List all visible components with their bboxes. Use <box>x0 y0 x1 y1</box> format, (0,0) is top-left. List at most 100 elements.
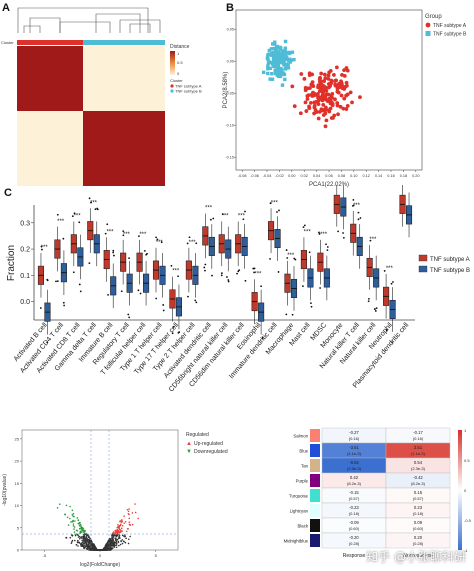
outlier <box>40 245 43 248</box>
y-tick-label: 0.3 <box>20 220 30 227</box>
y-tick-label: 0.00 <box>227 60 234 64</box>
pca-point-a <box>319 87 324 92</box>
pca-point-b <box>272 63 277 67</box>
outlier <box>221 213 224 216</box>
outlier <box>303 224 306 227</box>
outlier <box>204 269 206 272</box>
volcano-point <box>126 508 129 511</box>
volcano-point <box>127 512 130 515</box>
y-tick-label: -0.10 <box>225 124 234 128</box>
outlier <box>242 218 245 221</box>
volcano-point <box>78 542 81 544</box>
volcano-point <box>119 543 122 546</box>
volcano-point <box>103 549 105 551</box>
column-label: Response <box>343 553 366 559</box>
volcano-point <box>89 537 91 540</box>
pca-point-b <box>279 59 284 64</box>
outlier <box>195 242 198 245</box>
volcano-point <box>114 531 117 533</box>
pca-point-b <box>273 68 277 73</box>
pca-point-b <box>283 39 288 44</box>
panel-d: 25 20 15 10 5 0 -5 0 5 log2(FoldChange) -log10(… <box>0 418 274 571</box>
cell-value: -0.15 <box>349 490 359 495</box>
pca-point-a <box>327 96 332 101</box>
outlier <box>236 272 238 275</box>
volcano-point <box>114 534 117 537</box>
outlier <box>137 289 140 292</box>
volcano-point <box>111 538 114 541</box>
outlier <box>318 233 321 235</box>
significance-label: *** <box>139 232 147 238</box>
volcano-point <box>105 548 107 550</box>
module-label: Lightcyan <box>290 509 309 514</box>
outlier <box>156 238 159 241</box>
outlier <box>253 267 256 270</box>
outlier <box>211 274 213 277</box>
outlier <box>302 285 304 288</box>
volcano-point <box>111 536 113 538</box>
volcano-point <box>72 523 75 525</box>
outlier <box>220 272 223 275</box>
volcano-point <box>86 545 89 547</box>
volcano-point <box>92 543 95 546</box>
color-legend-bar <box>458 430 462 550</box>
pca-point-b <box>267 53 271 57</box>
cell-value: -0.23 <box>349 505 359 510</box>
pca-point-a <box>317 96 322 101</box>
pca-point-b <box>276 66 280 71</box>
outlier <box>319 287 321 289</box>
panel-a-heatmap: Cluster Distance 1 0.5 0 Cluster TNF sub… <box>1 7 202 186</box>
outlier <box>160 241 163 244</box>
plot-frame <box>235 9 423 171</box>
volcano-point <box>80 544 83 547</box>
volcano-point <box>117 541 120 544</box>
pca-point-b <box>268 66 272 70</box>
volcano-point <box>121 524 124 527</box>
volcano-point <box>111 534 113 536</box>
pca-point-b <box>273 71 278 76</box>
volcano-point <box>88 540 90 542</box>
pca-point-b <box>266 64 270 68</box>
volcano-point <box>73 531 76 533</box>
pca-point-a <box>319 84 324 89</box>
outlier <box>286 257 289 259</box>
outlier <box>186 242 189 245</box>
outlier <box>128 257 130 260</box>
module-label: Purple <box>296 479 309 484</box>
volcano-point <box>65 536 67 539</box>
outlier <box>112 254 115 257</box>
outlier <box>127 313 130 316</box>
x-tick-label: 0.12 <box>363 174 370 178</box>
volcano-point <box>114 529 117 532</box>
volcano-point <box>101 549 103 551</box>
outlier <box>204 263 207 266</box>
outlier <box>244 210 246 213</box>
outlier <box>90 201 92 204</box>
outlier <box>269 202 272 204</box>
volcano-point <box>128 521 131 523</box>
volcano-point <box>134 503 136 505</box>
cell-pvalue: (0.28) <box>349 541 360 546</box>
volcano-point <box>79 527 81 530</box>
volcano-point <box>80 528 83 530</box>
pca-point-a <box>342 96 347 101</box>
volcano-point <box>137 517 139 520</box>
pca-point-a <box>316 85 321 89</box>
pca-point-b <box>288 50 292 55</box>
volcano-point <box>70 542 73 544</box>
cluster-label: Cluster <box>1 40 14 45</box>
pca-point-a <box>307 73 312 78</box>
outlier <box>155 236 158 239</box>
outlier <box>285 313 288 316</box>
volcano-point <box>83 547 86 549</box>
pca-point-a <box>341 106 346 111</box>
volcano-point <box>69 517 71 520</box>
outlier <box>237 270 240 273</box>
pca-point-b <box>282 56 287 60</box>
volcano-point <box>121 542 124 545</box>
cell-pvalue: (2.3e-3) <box>347 466 362 471</box>
outlier <box>187 295 189 298</box>
legend-swatch-a <box>418 254 428 262</box>
x-tick-label: -0.06 <box>250 174 259 178</box>
legend-dot-a <box>170 84 174 88</box>
